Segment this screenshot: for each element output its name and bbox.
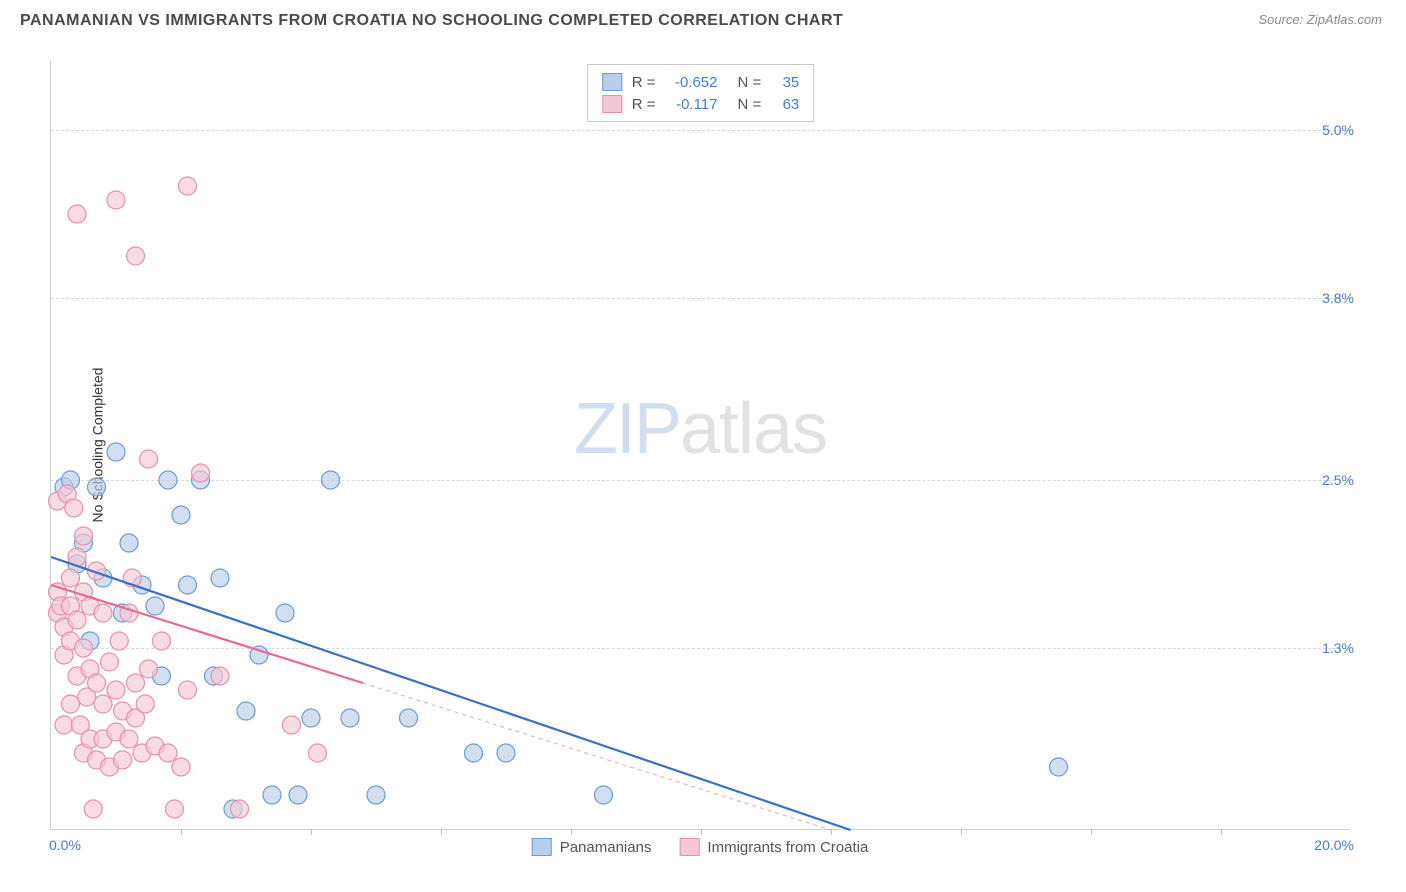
legend-swatch [602,95,622,113]
scatter-point [302,709,320,727]
legend-r-label: R = [632,96,656,113]
scatter-point [276,604,294,622]
scatter-point [75,527,93,545]
legend-swatch [532,838,552,856]
scatter-point [107,443,125,461]
scatter-point [159,744,177,762]
source-label: Source: [1258,12,1306,27]
scatter-point [55,716,73,734]
scatter-point [94,604,112,622]
legend-item: Panamanians [532,838,652,856]
x-tick [311,829,312,835]
legend-item: Immigrants from Croatia [679,838,868,856]
scatter-point [283,716,301,734]
scatter-point [465,744,483,762]
plot-region: ZIPatlas R =-0.652N =35R =-0.117N =63 1.… [50,60,1350,830]
scatter-point [68,611,86,629]
x-tick-label-max: 20.0% [1314,837,1354,853]
scatter-point [159,471,177,489]
scatter-point [595,786,613,804]
legend-stats: R = -0.652 N = 35 R = -0.117 N = 63 [587,64,815,122]
scatter-point [1050,758,1068,776]
y-tick-label: 3.8% [1322,290,1354,306]
scatter-point [110,632,128,650]
legend-n-value: 63 [771,96,799,113]
trend-line [51,557,851,830]
scatter-point [127,247,145,265]
scatter-point [114,751,132,769]
scatter-point [146,597,164,615]
scatter-point [127,674,145,692]
legend-swatch [602,73,622,91]
chart-title: PANAMANIAN VS IMMIGRANTS FROM CROATIA NO… [20,12,843,30]
source-attribution: Source: ZipAtlas.com [1258,12,1382,27]
scatter-point [107,681,125,699]
scatter-point [322,471,340,489]
scatter-point [88,674,106,692]
scatter-point [237,702,255,720]
scatter-point [65,499,83,517]
legend-stat-row: R = -0.117 N = 63 [602,93,800,115]
scatter-point [263,786,281,804]
legend-r-value: -0.652 [666,74,718,91]
legend-stat-row: R = -0.652 N = 35 [602,71,800,93]
source-name: ZipAtlas.com [1307,12,1382,27]
scatter-point [172,758,190,776]
scatter-point [120,730,138,748]
scatter-point [211,569,229,587]
legend-series-name: Panamanians [560,839,652,856]
scatter-point [107,191,125,209]
x-tick [571,829,572,835]
x-tick [441,829,442,835]
chart-area: No Schooling Completed ZIPatlas R =-0.65… [50,60,1350,830]
scatter-point [62,569,80,587]
scatter-point [309,744,327,762]
y-tick-label: 5.0% [1322,122,1354,138]
scatter-point [140,450,158,468]
scatter-point [179,681,197,699]
scatter-point [88,478,106,496]
legend-r-value: -0.117 [666,96,718,113]
scatter-point [497,744,515,762]
scatter-point [75,639,93,657]
legend-series-name: Immigrants from Croatia [707,839,868,856]
scatter-point [367,786,385,804]
x-tick [1091,829,1092,835]
scatter-point [153,632,171,650]
scatter-point [211,667,229,685]
scatter-point [140,660,158,678]
y-tick-label: 2.5% [1322,472,1354,488]
scatter-point [62,695,80,713]
scatter-point [101,653,119,671]
scatter-point [120,534,138,552]
scatter-point [341,709,359,727]
x-tick [831,829,832,835]
scatter-point [289,786,307,804]
scatter-point [192,464,210,482]
legend-n-label: N = [738,74,762,91]
x-tick [701,829,702,835]
scatter-point [166,800,184,818]
trend-line-dashed [363,683,831,830]
legend-r-label: R = [632,74,656,91]
x-tick [1221,829,1222,835]
scatter-point [179,576,197,594]
scatter-point [231,800,249,818]
legend-series: Panamanians Immigrants from Croatia [532,838,869,856]
plot-svg [51,60,1351,830]
x-tick-label-min: 0.0% [49,837,81,853]
legend-n-value: 35 [771,74,799,91]
scatter-point [84,800,102,818]
legend-swatch [679,838,699,856]
scatter-point [400,709,418,727]
scatter-point [179,177,197,195]
scatter-point [136,695,154,713]
x-tick [961,829,962,835]
x-tick [181,829,182,835]
scatter-point [68,205,86,223]
scatter-point [94,695,112,713]
legend-n-label: N = [738,96,762,113]
y-tick-label: 1.3% [1322,640,1354,656]
scatter-point [172,506,190,524]
